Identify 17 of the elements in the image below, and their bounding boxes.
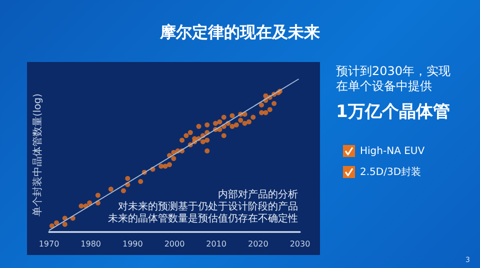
y-axis-title: 单个封装中晶体管数量(log) bbox=[32, 93, 44, 217]
annotation: 对未来的预测基于仍处于设计阶段的产品 bbox=[118, 200, 298, 212]
x-tick-label: 2020 bbox=[248, 240, 268, 248]
text: 在单个设备中提供 bbox=[336, 79, 433, 94]
x-tick-label: 1990 bbox=[122, 240, 143, 248]
x-tick-label: 1970 bbox=[38, 240, 60, 248]
text: High-NA EUV bbox=[360, 146, 425, 156]
text: 1万亿个晶体管 bbox=[336, 101, 450, 123]
annotation: 内部对产品的分析 bbox=[218, 188, 298, 200]
x-tick-label: 1980 bbox=[80, 240, 102, 248]
text: 预计到2030年，实现 bbox=[336, 64, 451, 79]
annotation: 未来的晶体管数量是预估值仍存在不确定性 bbox=[108, 212, 298, 224]
x-tick-label: 2010 bbox=[206, 240, 227, 248]
x-tick-label: 2030 bbox=[290, 240, 310, 248]
text: 2.5D/3D封装 bbox=[360, 166, 422, 179]
x-tick-label: 2000 bbox=[164, 240, 185, 248]
chart-title: 摩尔定律的现在及未来 bbox=[159, 22, 320, 42]
